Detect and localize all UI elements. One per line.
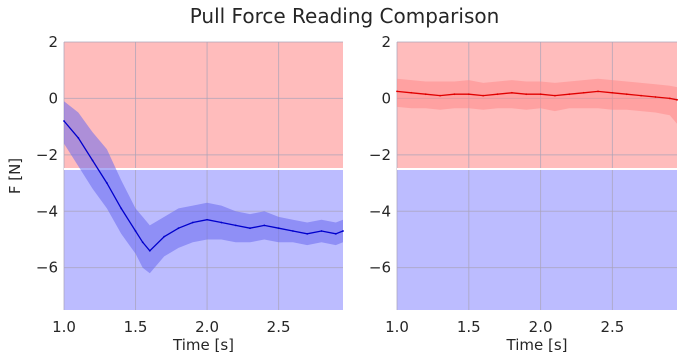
data-point-right-8 <box>510 91 513 94</box>
x-tick-label-right-3: 2.5 <box>600 318 624 336</box>
y-tick-label-left-4: −6 <box>36 259 58 277</box>
confidence-band-right-0 <box>397 78 677 124</box>
y-tick-label-left-1: 0 <box>48 89 58 107</box>
x-tick-label-right-0: 1.0 <box>385 318 409 336</box>
data-point-right-14 <box>597 90 599 93</box>
data-point-left-12 <box>220 221 223 224</box>
data-point-right-7 <box>496 93 499 96</box>
series-line-left-0 <box>63 120 344 252</box>
data-point-right-20 <box>676 98 678 101</box>
x-tick-label-right-2: 2.0 <box>529 318 553 336</box>
x-tick-label-left-1: 1.5 <box>124 318 148 336</box>
figure-title: Pull Force Reading Comparison <box>189 4 500 28</box>
data-point-right-1 <box>410 91 413 94</box>
y-tick-label-right-4: −6 <box>369 259 391 277</box>
data-point-left-17 <box>292 230 294 232</box>
data-point-right-11 <box>554 94 556 97</box>
data-point-right-18 <box>654 96 657 98</box>
y-tick-label-right-1: 0 <box>381 89 391 107</box>
data-point-right-10 <box>539 93 542 96</box>
data-point-left-11 <box>206 218 208 221</box>
x-axis-label-left: Time [s] <box>172 336 234 354</box>
data-point-left-7 <box>148 249 151 252</box>
x-tick-label-left-2: 2.0 <box>195 318 219 336</box>
lower-region-right <box>397 168 677 310</box>
data-point-left-0 <box>63 120 65 122</box>
data-point-left-15 <box>263 224 266 227</box>
data-point-left-18 <box>306 232 309 235</box>
y-tick-label-left-0: 2 <box>48 33 58 51</box>
y-tick-label-right-0: 2 <box>381 33 391 51</box>
data-point-left-3 <box>106 182 108 184</box>
data-point-left-4 <box>120 207 123 210</box>
confidence-band-left-0 <box>64 101 343 274</box>
x-tick-label-left-0: 1.0 <box>52 318 76 336</box>
data-point-left-1 <box>77 137 80 139</box>
data-point-left-16 <box>277 227 280 230</box>
data-point-right-5 <box>467 93 470 96</box>
data-point-left-14 <box>249 227 251 230</box>
data-point-left-13 <box>234 224 237 227</box>
upper-region-left <box>64 42 343 169</box>
data-point-right-6 <box>482 94 485 97</box>
x-tick-label-right-1: 1.5 <box>457 318 481 336</box>
data-point-left-9 <box>177 227 180 230</box>
data-point-left-5 <box>134 230 137 232</box>
data-point-left-8 <box>163 235 166 238</box>
y-tick-label-right-3: −4 <box>369 202 391 220</box>
data-point-left-19 <box>320 230 323 232</box>
data-point-left-2 <box>91 159 94 162</box>
x-axis-label-right: Time [s] <box>506 336 568 354</box>
data-point-left-21 <box>342 230 344 232</box>
data-point-right-19 <box>668 97 671 100</box>
data-point-left-6 <box>141 241 144 244</box>
data-point-right-12 <box>568 93 571 96</box>
data-point-right-13 <box>582 91 585 94</box>
data-point-right-15 <box>611 91 614 94</box>
data-point-right-16 <box>625 93 628 96</box>
data-point-left-10 <box>191 221 194 224</box>
data-point-right-0 <box>396 90 398 93</box>
x-tick-label-left-3: 2.5 <box>267 318 291 336</box>
data-point-right-4 <box>453 93 456 96</box>
data-point-left-20 <box>334 232 337 235</box>
data-point-right-9 <box>525 93 528 96</box>
y-tick-label-left-3: −4 <box>36 202 58 220</box>
y-tick-label-left-2: −2 <box>36 146 58 164</box>
y-tick-label-right-2: −2 <box>369 146 391 164</box>
data-point-right-17 <box>640 94 643 97</box>
data-point-right-3 <box>439 94 441 97</box>
y-axis-label-left: F [N] <box>6 158 24 194</box>
data-point-right-2 <box>424 93 427 96</box>
